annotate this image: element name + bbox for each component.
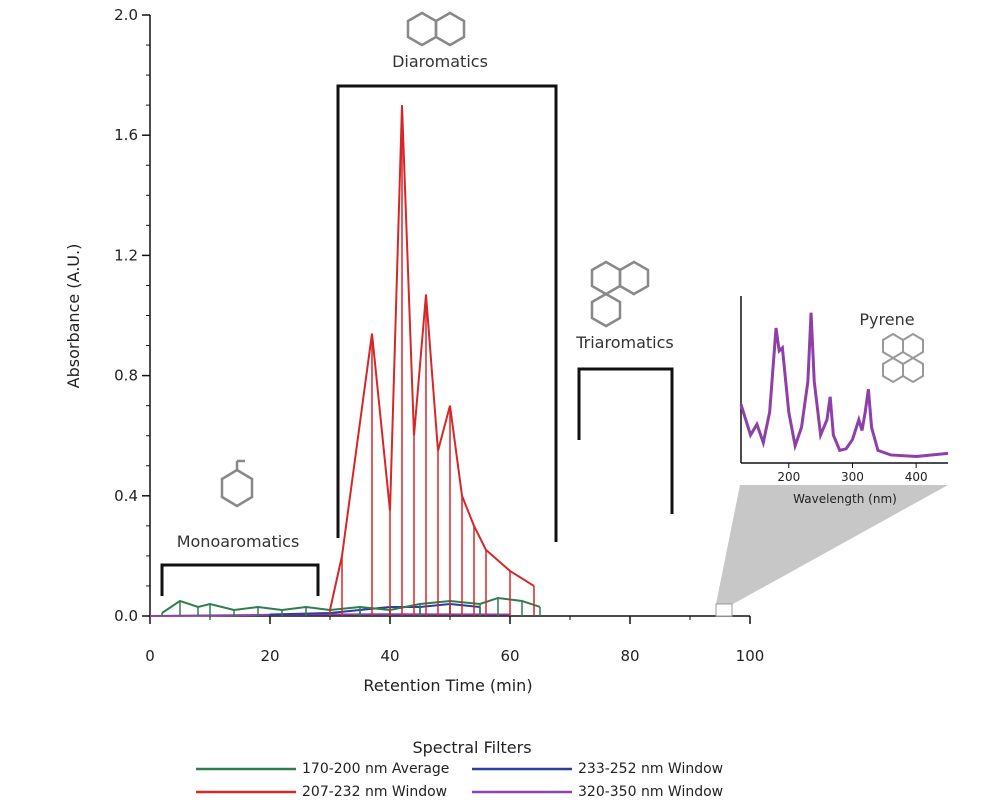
legend-title: Spectral Filters (412, 738, 531, 757)
y-tick-label: 0.0 (114, 607, 138, 625)
legend-label: 207-232 nm Window (302, 784, 447, 800)
triaromatics-label: Triaromatics (575, 333, 674, 352)
inset-spectrum-line (739, 312, 949, 458)
y-axis-title: Absorbance (A.U.) (64, 244, 83, 389)
series-1 (329, 105, 535, 616)
inset-tick-label: 400 (905, 470, 928, 484)
monoaromatics-label: Monoaromatics (177, 532, 300, 551)
legend-label: 233-252 nm Window (578, 761, 723, 777)
y-tick-label: 1.6 (114, 126, 138, 144)
diaromatics-label: Diaromatics (392, 52, 488, 71)
x-axis-title: Retention Time (min) (363, 676, 532, 695)
phenanthrene-icon (590, 260, 650, 328)
y-tick-label: 1.2 (114, 246, 138, 264)
series-layer (149, 105, 541, 617)
x-tick-label: 20 (260, 647, 279, 665)
series-0 (161, 596, 541, 616)
x-tick-label: 0 (145, 647, 155, 665)
inset-panel (740, 295, 950, 485)
x-ticks: 0 20 40 60 80 100 (145, 616, 764, 665)
inset-ticks: 200 300 400 (777, 463, 928, 484)
benzene-toluene-icon (220, 459, 254, 508)
naphthalene-icon (406, 11, 466, 47)
triaromatics-bracket (577, 367, 674, 514)
y-tick-label: 0.8 (114, 367, 138, 385)
inset-tick-label: 300 (841, 470, 864, 484)
x-tick-label: 100 (736, 647, 765, 665)
inset-x-axis-title: Wavelength (nm) (793, 492, 897, 506)
y-ticks: 0.0 0.4 0.8 1.2 1.6 2.0 (114, 6, 150, 625)
inset-zoom-source-box (715, 603, 733, 617)
x-tick-label: 80 (620, 647, 639, 665)
legend-label: 170-200 nm Average (302, 761, 449, 777)
x-tick-label: 60 (500, 647, 519, 665)
x-tick-label: 40 (380, 647, 399, 665)
monoaromatics-bracket (160, 563, 320, 596)
legend: 170-200 nm Average 233-252 nm Window 207-2… (196, 761, 723, 800)
inset-tick-label: 200 (777, 470, 800, 484)
y-tick-label: 2.0 (114, 6, 138, 24)
pyrene-icon (882, 332, 924, 384)
legend-label: 320-350 nm Window (578, 784, 723, 800)
y-tick-label: 0.4 (114, 487, 138, 505)
inset-title: Pyrene (859, 310, 914, 329)
inset-zoom-wedge (716, 485, 948, 604)
series-trace (329, 105, 535, 611)
diaromatics-bracket (336, 84, 558, 542)
